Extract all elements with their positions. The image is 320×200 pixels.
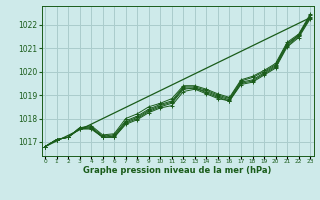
X-axis label: Graphe pression niveau de la mer (hPa): Graphe pression niveau de la mer (hPa) [84, 166, 272, 175]
